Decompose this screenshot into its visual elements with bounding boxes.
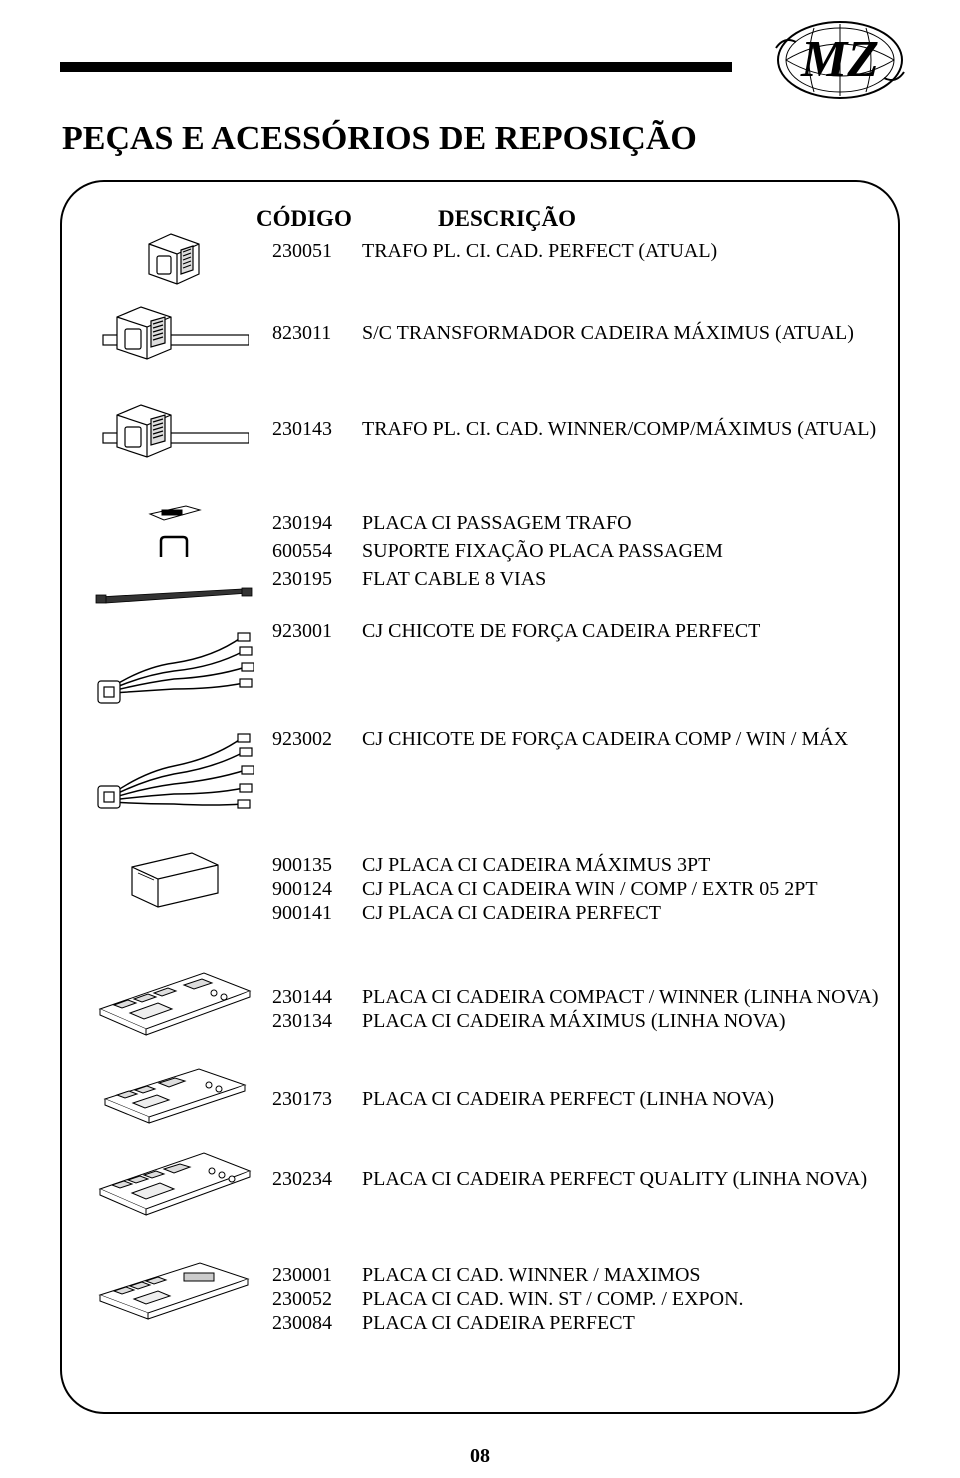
transformer-bracket-icon bbox=[94, 396, 254, 476]
circuit-board-icon bbox=[94, 1256, 254, 1326]
cell-code: 900141 bbox=[272, 902, 332, 925]
cell-desc: CJ PLACA CI CADEIRA PERFECT bbox=[362, 902, 661, 925]
wire-harness-icon bbox=[94, 626, 254, 712]
cell-desc: TRAFO PL. CI. CAD. WINNER/COMP/MÁXIMUS (… bbox=[362, 418, 876, 441]
cell-desc: PLACA CI CADEIRA COMPACT / WINNER (LINHA… bbox=[362, 986, 879, 1009]
cell-desc: PLACA CI CADEIRA MÁXIMUS (LINHA NOVA) bbox=[362, 1010, 786, 1033]
cell-code: 230051 bbox=[272, 240, 332, 263]
cell-code: 900135 bbox=[272, 854, 332, 877]
cell-code: 230143 bbox=[272, 418, 332, 441]
header-codigo: CÓDIGO bbox=[256, 206, 352, 232]
circuit-board-icon bbox=[94, 1062, 254, 1128]
bracket-icon bbox=[94, 532, 254, 562]
cell-code: 230052 bbox=[272, 1288, 332, 1311]
cell-code: 230001 bbox=[272, 1264, 332, 1287]
cell-desc: CJ CHICOTE DE FORÇA CADEIRA COMP / WIN /… bbox=[362, 728, 848, 751]
cell-desc: PLACA CI CADEIRA PERFECT bbox=[362, 1312, 635, 1335]
cell-desc: CJ PLACA CI CADEIRA WIN / COMP / EXTR 05… bbox=[362, 878, 818, 901]
cell-code: 230144 bbox=[272, 986, 332, 1009]
cell-code: 230195 bbox=[272, 568, 332, 591]
cell-desc: CJ CHICOTE DE FORÇA CADEIRA PERFECT bbox=[362, 620, 760, 643]
cell-desc: PLACA CI CADEIRA PERFECT QUALITY (LINHA … bbox=[362, 1168, 867, 1191]
cell-desc: CJ PLACA CI CADEIRA MÁXIMUS 3PT bbox=[362, 854, 710, 877]
cell-code: 230194 bbox=[272, 512, 332, 535]
circuit-board-icon bbox=[94, 966, 254, 1042]
top-bar bbox=[60, 62, 732, 72]
cell-code: 900124 bbox=[272, 878, 332, 901]
cell-code: 230234 bbox=[272, 1168, 332, 1191]
page-number: 08 bbox=[0, 1445, 960, 1468]
cell-code: 230084 bbox=[272, 1312, 332, 1335]
small-board-icon bbox=[94, 500, 254, 526]
cell-code: 923002 bbox=[272, 728, 332, 751]
header-descricao: DESCRIÇÃO bbox=[438, 206, 576, 232]
cell-desc: PLACA CI CADEIRA PERFECT (LINHA NOVA) bbox=[362, 1088, 774, 1111]
logo-icon: MZ bbox=[774, 18, 906, 102]
cell-code: 230173 bbox=[272, 1088, 332, 1111]
cell-code: 230134 bbox=[272, 1010, 332, 1033]
svg-text:MZ: MZ bbox=[800, 31, 879, 88]
circuit-board-icon bbox=[94, 1146, 254, 1222]
cell-desc: PLACA CI CAD. WINNER / MAXIMOS bbox=[362, 1264, 701, 1287]
cell-desc: FLAT CABLE 8 VIAS bbox=[362, 568, 546, 591]
page-title: PEÇAS E ACESSÓRIOS DE REPOSIÇÃO bbox=[62, 120, 697, 158]
cell-code: 823011 bbox=[272, 322, 331, 345]
cell-code: 600554 bbox=[272, 540, 332, 563]
cell-desc: S/C TRANSFORMADOR CADEIRA MÁXIMUS (ATUAL… bbox=[362, 322, 854, 345]
transformer-icon bbox=[94, 228, 254, 288]
content-panel: CÓDIGO DESCRIÇÃO 230051 TRAFO PL. CI. CA… bbox=[60, 180, 900, 1414]
cell-desc: PLACA CI PASSAGEM TRAFO bbox=[362, 512, 632, 535]
enclosure-box-icon bbox=[94, 846, 254, 910]
wire-harness-icon bbox=[94, 722, 254, 822]
cell-desc: PLACA CI CAD. WIN. ST / COMP. / EXPON. bbox=[362, 1288, 744, 1311]
cell-desc: TRAFO PL. CI. CAD. PERFECT (ATUAL) bbox=[362, 240, 717, 263]
cell-code: 923001 bbox=[272, 620, 332, 643]
transformer-bracket-icon bbox=[94, 298, 254, 378]
cell-desc: SUPORTE FIXAÇÃO PLACA PASSAGEM bbox=[362, 540, 723, 563]
flat-cable-icon bbox=[94, 584, 254, 610]
